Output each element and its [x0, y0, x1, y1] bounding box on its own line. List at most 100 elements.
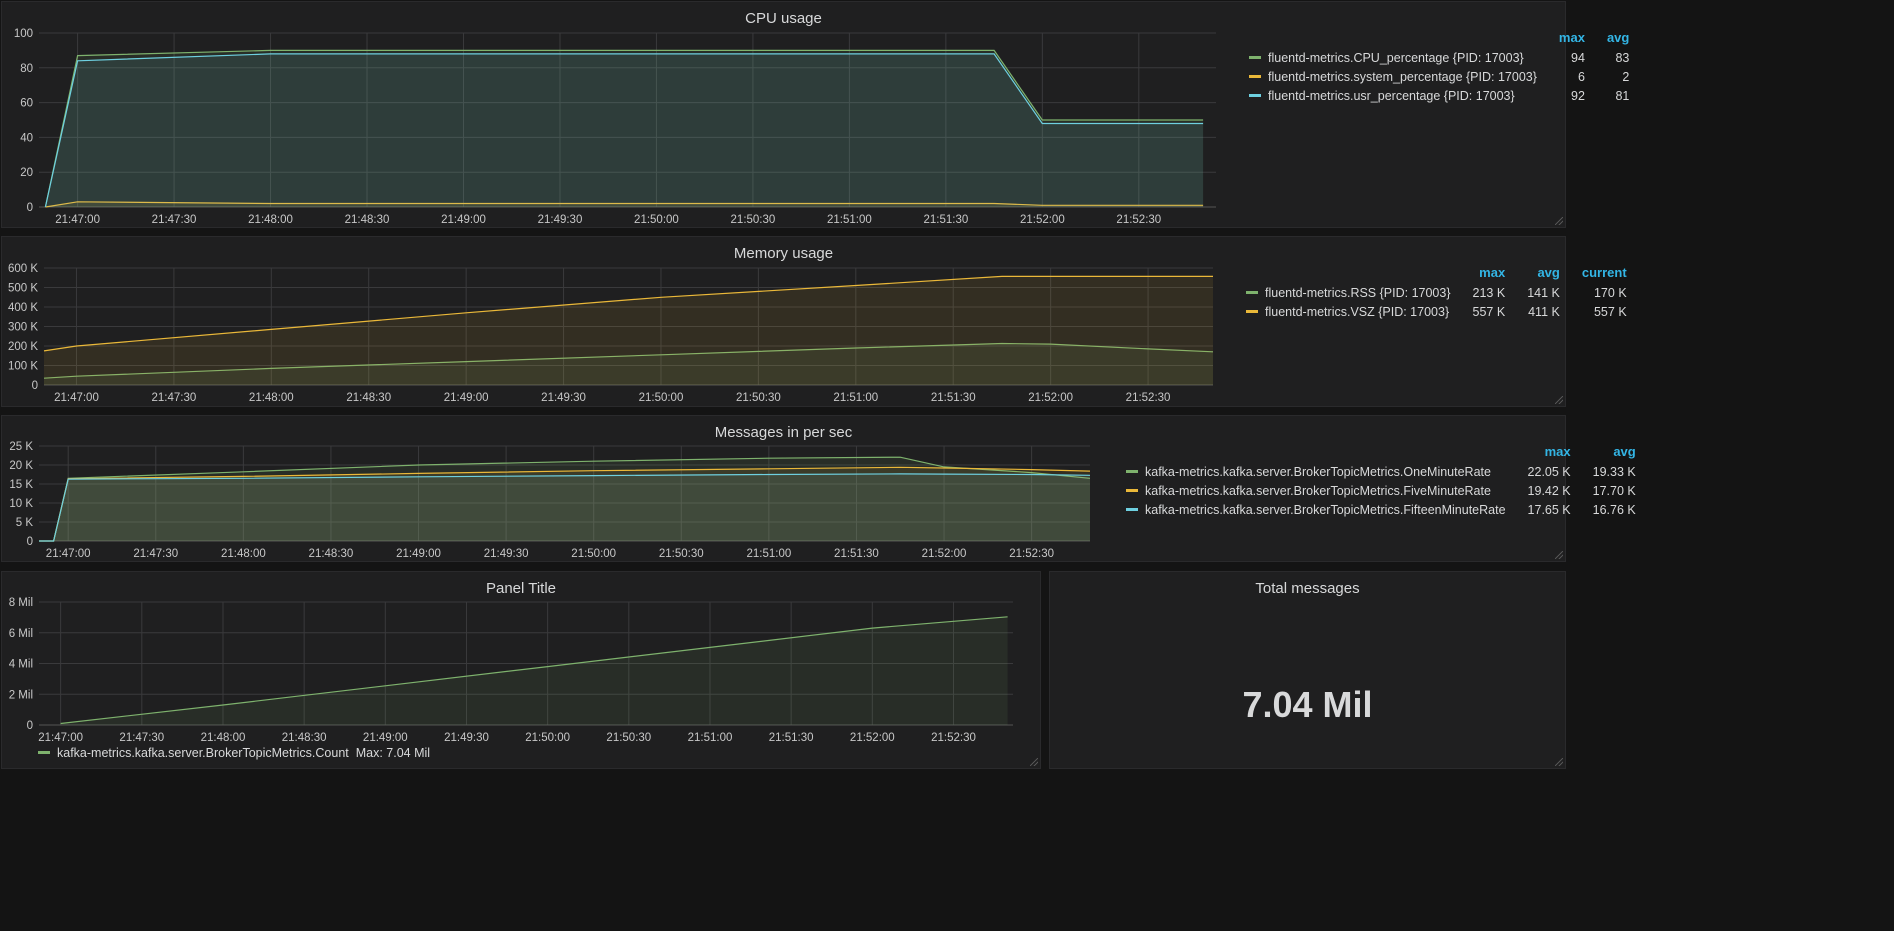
- legend-header-avg[interactable]: avg: [1537, 265, 1560, 280]
- legend-series[interactable]: kafka-metrics.kafka.server.BrokerTopicMe…: [1126, 501, 1506, 520]
- legend-series[interactable]: kafka-metrics.kafka.server.BrokerTopicMe…: [1126, 463, 1506, 482]
- legend-header-max[interactable]: max: [1479, 265, 1506, 280]
- resize-handle[interactable]: [1555, 758, 1563, 766]
- legend-row[interactable]: kafka-metrics.kafka.server.BrokerTopicMe…: [1126, 463, 1636, 482]
- legend-series[interactable]: fluentd-metrics.VSZ {PID: 17003}: [1246, 303, 1451, 322]
- legend-series[interactable]: fluentd-metrics.RSS {PID: 17003}: [1246, 284, 1451, 303]
- series-area: [44, 343, 1213, 385]
- legend-series-name[interactable]: fluentd-metrics.system_percentage {PID: …: [1268, 70, 1537, 84]
- legend-color-swatch[interactable]: [1249, 94, 1261, 98]
- legend-row[interactable]: fluentd-metrics.usr_percentage {PID: 170…: [1249, 87, 1629, 106]
- legend-color-swatch[interactable]: [38, 751, 50, 755]
- legend-color-swatch[interactable]: [1126, 508, 1138, 512]
- series-line[interactable]: [44, 53, 1204, 208]
- x-tick-label: 21:47:30: [133, 548, 178, 560]
- legend-series-name[interactable]: kafka-metrics.kafka.server.BrokerTopicMe…: [1145, 503, 1506, 517]
- series-line[interactable]: [45, 201, 1204, 208]
- legend-color-swatch[interactable]: [1246, 291, 1258, 295]
- x-tick-label: 21:51:30: [931, 392, 976, 404]
- x-tick-label: 21:48:30: [309, 548, 354, 560]
- y-tick-label: 100 K: [8, 361, 38, 373]
- y-tick-label: 6 Mil: [9, 628, 33, 640]
- legend-series-name[interactable]: fluentd-metrics.VSZ {PID: 17003}: [1265, 305, 1450, 319]
- total-messages-panel: Total messages 7.04 Mil: [1049, 571, 1566, 769]
- legend-series[interactable]: fluentd-metrics.CPU_percentage {PID: 170…: [1249, 49, 1537, 68]
- series-line[interactable]: [44, 49, 1204, 208]
- legend-row[interactable]: fluentd-metrics.system_percentage {PID: …: [1249, 68, 1629, 87]
- legend-series-name[interactable]: kafka-metrics.kafka.server.BrokerTopicMe…: [1145, 465, 1491, 479]
- legend-value-max: 22.05 K: [1527, 465, 1571, 479]
- resize-handle[interactable]: [1030, 758, 1038, 766]
- series-line[interactable]: [39, 473, 1091, 542]
- legend-color-swatch[interactable]: [1126, 470, 1138, 474]
- y-tick-label: 4 Mil: [9, 659, 33, 671]
- cpu-usage-chart[interactable]: 100 80 60 40 20 0 21:47:00 21:47:30 21:48:00 21:4…: [2, 2, 1232, 229]
- legend-value-max: 557 K: [1472, 305, 1506, 319]
- legend-header-avg[interactable]: avg: [1613, 444, 1636, 459]
- panel-title[interactable]: Messages in per sec: [714, 424, 853, 441]
- count-chart[interactable]: 8 Mil 6 Mil 4 Mil 2 Mil 0 21:47:00 21:47:30 21:…: [2, 572, 1042, 747]
- legend-color-swatch[interactable]: [1249, 56, 1261, 60]
- legend-series-name[interactable]: fluentd-metrics.usr_percentage {PID: 170…: [1268, 89, 1515, 103]
- y-tick-label: 40: [20, 132, 33, 144]
- legend-series-name[interactable]: kafka-metrics.kafka.server.BrokerTopicMe…: [57, 746, 349, 760]
- legend-header-max[interactable]: max: [1544, 444, 1571, 459]
- legend-color-swatch[interactable]: [1126, 489, 1138, 493]
- y-tick-label: 500 K: [8, 283, 38, 295]
- legend-series[interactable]: fluentd-metrics.system_percentage {PID: …: [1249, 68, 1537, 87]
- legend-color-swatch[interactable]: [1249, 75, 1261, 79]
- legend-row[interactable]: fluentd-metrics.VSZ {PID: 17003} 557 K 411…: [1246, 303, 1627, 322]
- legend-row[interactable]: fluentd-metrics.CPU_percentage {PID: 170…: [1249, 49, 1629, 68]
- x-tick-label: 21:52:00: [850, 732, 895, 744]
- messages-per-sec-chart[interactable]: 25 K 20 K 15 K 10 K 5 K 0 21:47:00 21:47:30 21:4…: [2, 416, 1102, 563]
- panel-title[interactable]: CPU usage: [745, 10, 822, 27]
- x-tick-label: 21:48:30: [282, 732, 327, 744]
- legend-value-avg: 81: [1615, 89, 1630, 103]
- series-line[interactable]: [43, 275, 1213, 352]
- legend-row[interactable]: fluentd-metrics.RSS {PID: 17003} 213 K 141…: [1246, 284, 1627, 303]
- memory-usage-chart[interactable]: 600 K 500 K 400 K 300 K 200 K 100 K 0 21:47:00 2…: [2, 237, 1232, 408]
- legend-value-max: 17.65 K: [1527, 503, 1571, 517]
- legend-series-name[interactable]: kafka-metrics.kafka.server.BrokerTopicMe…: [1145, 484, 1491, 498]
- legend-color-swatch[interactable]: [1246, 310, 1258, 314]
- y-tick-label: 0: [27, 536, 33, 548]
- legend-value-max: 6: [1577, 70, 1585, 84]
- y-tick-label: 20: [20, 167, 33, 179]
- series-line[interactable]: [60, 616, 1008, 725]
- y-tick-label: 25 K: [9, 441, 33, 453]
- y-tick-label: 0: [27, 202, 33, 214]
- x-tick-label: 21:51:00: [746, 548, 791, 560]
- series-line[interactable]: [43, 342, 1214, 379]
- legend-header-max[interactable]: max: [1558, 30, 1585, 45]
- series-area: [39, 467, 1090, 541]
- y-tick-label: 0: [27, 720, 33, 732]
- y-tick-label: 300 K: [8, 322, 38, 334]
- legend-row[interactable]: kafka-metrics.kafka.server.BrokerTopicMe…: [1126, 501, 1636, 520]
- legend-series-name[interactable]: fluentd-metrics.RSS {PID: 17003}: [1265, 286, 1451, 300]
- series-area: [45, 53, 1204, 208]
- resize-handle[interactable]: [1555, 396, 1563, 404]
- legend-value-current: 557 K: [1593, 305, 1627, 319]
- legend-series[interactable]: fluentd-metrics.usr_percentage {PID: 170…: [1249, 87, 1537, 106]
- grid: [39, 32, 1216, 208]
- legend-max-value: Max: 7.04 Mil: [355, 746, 431, 760]
- resize-handle[interactable]: [1555, 217, 1563, 225]
- x-tick-label: 21:47:00: [54, 392, 99, 404]
- legend-header-current[interactable]: current: [1581, 265, 1627, 280]
- legend-series-name[interactable]: fluentd-metrics.CPU_percentage {PID: 170…: [1268, 51, 1524, 65]
- legend-header-avg[interactable]: avg: [1606, 30, 1630, 45]
- cpu-usage-panel: CPU usage 100 80 60 40 20 0 21:47:00 21:47:30 21…: [1, 1, 1629, 229]
- legend-row[interactable]: kafka-metrics.kafka.server.BrokerTopicMe…: [1126, 482, 1636, 501]
- panel-title[interactable]: Panel Title: [485, 580, 557, 597]
- x-tick-label: 21:48:30: [346, 392, 391, 404]
- x-tick-label: 21:52:30: [1116, 214, 1161, 226]
- resize-handle[interactable]: [1555, 551, 1563, 559]
- x-tick-label: 21:47:30: [119, 732, 164, 744]
- panel-title[interactable]: Total messages: [1255, 580, 1360, 597]
- legend-value-max: 19.42 K: [1527, 484, 1571, 498]
- messages-legend: max avg kafka-metrics.kafka.server.Broke…: [1126, 442, 1636, 520]
- legend-value-avg: 16.76 K: [1592, 503, 1636, 517]
- legend-series[interactable]: kafka-metrics.kafka.server.BrokerTopicMe…: [1126, 482, 1506, 501]
- x-tick-label: 21:48:00: [221, 548, 266, 560]
- panel-title[interactable]: Memory usage: [733, 245, 834, 262]
